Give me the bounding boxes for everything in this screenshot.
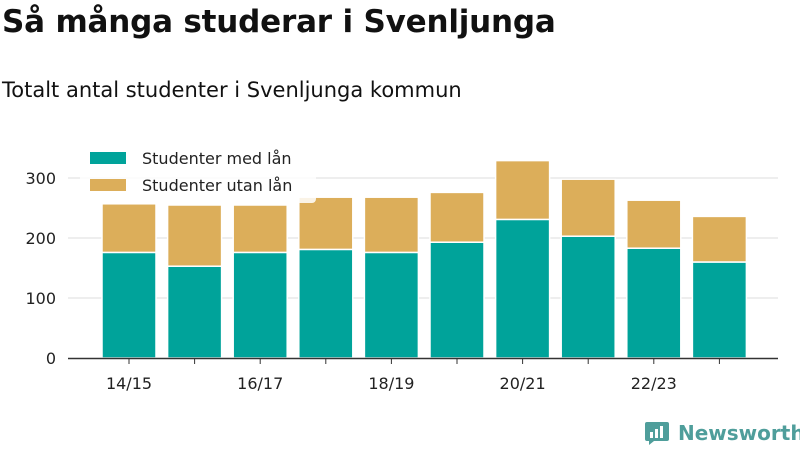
chart-subtitle: Totalt antal studenter i Svenljunga komm… — [2, 78, 462, 102]
y-tick-label: 300 — [25, 169, 56, 188]
bar-segment-with-loan — [298, 248, 354, 359]
bar-segment-without-loan — [626, 199, 682, 249]
bar-segment-with-loan — [494, 218, 551, 359]
legend-label: Studenter med lån — [142, 149, 292, 168]
bar-segment-without-loan — [363, 196, 420, 254]
bar-segment-without-loan — [429, 191, 485, 243]
bar-segment-with-loan — [166, 265, 223, 359]
y-tick-label: 100 — [25, 289, 56, 308]
chart-title: Så många studerar i Svenljunga — [2, 4, 556, 40]
legend: Studenter med lån Studenter utan lån — [80, 143, 316, 203]
bar-segment-without-loan — [298, 196, 354, 251]
bar-segment-without-loan — [101, 203, 157, 254]
bar-segment-without-loan — [232, 204, 288, 254]
bar-segment-without-loan — [494, 159, 551, 221]
y-axis: 0 100 200 300 — [25, 169, 56, 368]
bar-segment-with-loan — [363, 251, 420, 359]
brand: Newsworthy — [644, 420, 800, 446]
bar-segment-with-loan — [626, 247, 682, 359]
newsworthy-logo-icon — [645, 422, 669, 445]
bar-segment-with-loan — [101, 251, 157, 359]
bar-segment-with-loan — [429, 241, 485, 359]
bar-segment-with-loan — [232, 251, 288, 359]
x-tick-label: 14/15 — [106, 374, 152, 393]
x-tick-label: 20/21 — [500, 374, 546, 393]
bar-segment-with-loan — [560, 235, 616, 359]
x-tick-label: 22/23 — [631, 374, 677, 393]
bar-segment-without-loan — [691, 215, 748, 263]
legend-swatch — [90, 179, 126, 191]
bar-segment-without-loan — [166, 204, 223, 267]
brand-name: Newsworthy — [678, 421, 800, 445]
x-tick-label: 16/17 — [237, 374, 283, 393]
x-tick-label: 18/19 — [368, 374, 414, 393]
bar-segment-without-loan — [560, 178, 616, 237]
legend-background — [80, 143, 316, 203]
y-tick-label: 200 — [25, 229, 56, 248]
y-tick-label: 0 — [46, 349, 56, 368]
bar-segment-with-loan — [691, 261, 748, 359]
legend-swatch — [90, 152, 126, 164]
bars — [101, 159, 748, 359]
legend-label: Studenter utan lån — [142, 176, 292, 195]
x-axis: 14/15 16/17 18/19 20/21 22/23 — [106, 358, 720, 393]
